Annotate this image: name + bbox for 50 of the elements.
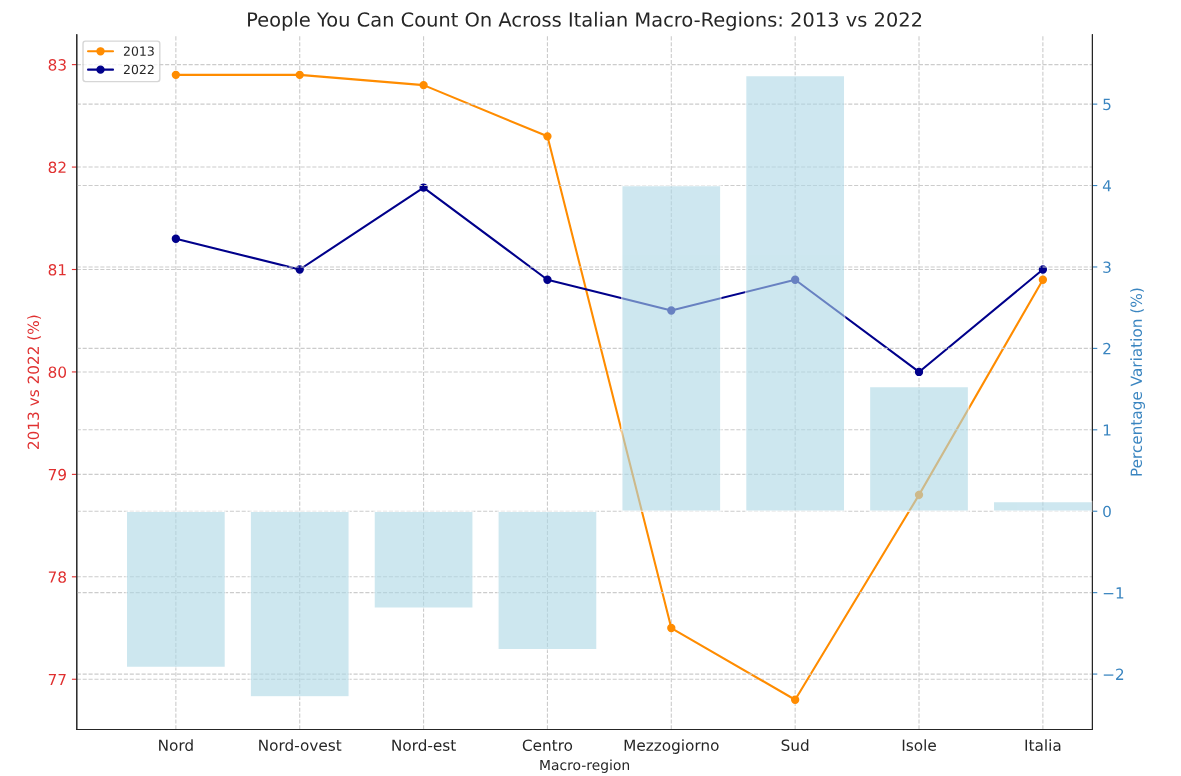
x-tick-label: Sud: [781, 739, 809, 751]
bar: [621, 184, 722, 512]
point: [171, 234, 181, 243]
x-axis-title: Macro-region: [540, 759, 630, 773]
x-tick-label: Mezzogiorno: [624, 739, 719, 754]
legend-label: 2013: [123, 46, 154, 56]
y2-tick-label: −1: [1103, 587, 1124, 599]
x-tick-label: Nord: [159, 739, 193, 751]
point: [667, 306, 676, 315]
point: [295, 70, 304, 80]
y-tick-label: 81: [48, 263, 66, 276]
y-tick-label: 77: [48, 673, 66, 686]
y2-axis-title: Percentage Variation (%): [1130, 288, 1146, 476]
point: [914, 490, 924, 500]
bar: [744, 74, 846, 512]
x-tick-label: Italia: [1025, 739, 1061, 751]
bar: [497, 510, 598, 651]
y-tick-label: 82: [48, 161, 66, 174]
point: [1038, 275, 1048, 284]
x-tick-label: Centro: [522, 739, 573, 751]
y2-tick-label: 1: [1103, 424, 1111, 436]
x-tick-label: Isole: [902, 739, 936, 751]
y-tick-label: 78: [48, 571, 66, 583]
point: [914, 367, 924, 377]
y2-tick-label: 3: [1103, 261, 1111, 273]
point: [543, 132, 552, 141]
chart-title: People You Can Count On Across Italian Macro-Regions: 2013 vs 2022: [248, 11, 922, 31]
y-tick-label: 80: [48, 366, 67, 378]
point: [543, 275, 552, 284]
y2-tick-label: 0: [1103, 505, 1111, 518]
y-axis-title: 2013 vs 2022 (%): [27, 315, 41, 449]
point: [790, 275, 800, 284]
bar: [125, 510, 227, 669]
y2-tick-label: 5: [1103, 98, 1111, 111]
point: [667, 623, 676, 633]
y2-tick-label: 2: [1103, 342, 1111, 355]
point: [171, 70, 181, 80]
y-tick-label: 79: [48, 468, 66, 481]
y2-tick-label: −2: [1103, 668, 1124, 680]
point: [419, 80, 428, 90]
x-tick-label: Nord-est: [392, 739, 456, 751]
bar: [373, 510, 474, 609]
x-tick-label: Nord-ovest: [259, 739, 342, 751]
bar: [868, 385, 970, 512]
y-tick-label: 83: [48, 59, 66, 71]
legend-label: 2022: [123, 64, 154, 75]
y2-tick-label: 4: [1102, 180, 1112, 192]
point: [790, 695, 800, 704]
bar: [992, 500, 1093, 512]
bar: [249, 510, 350, 698]
